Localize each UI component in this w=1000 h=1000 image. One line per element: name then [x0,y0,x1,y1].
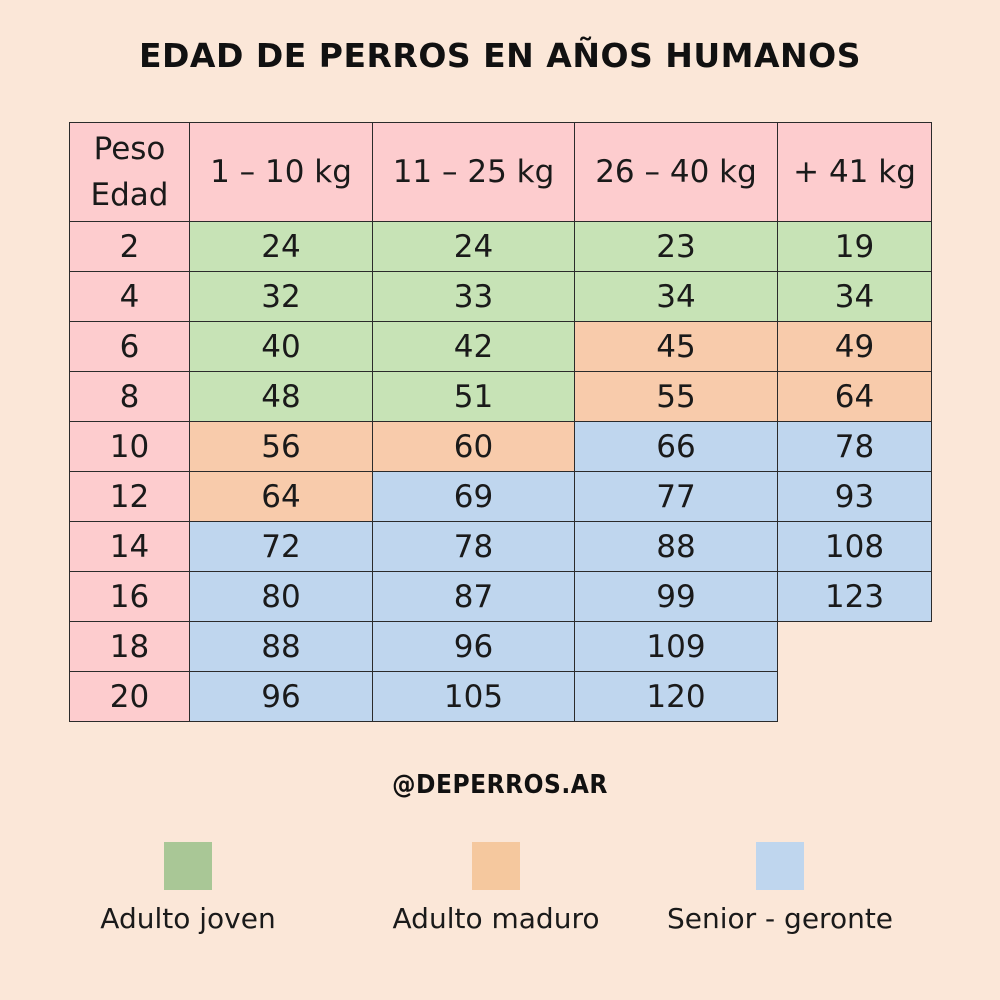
age-cell: 14 [69,521,190,572]
human-age-cell: 78 [777,421,932,472]
human-age-cell: 64 [777,371,932,422]
human-age-cell: 105 [372,671,575,722]
age-cell: 16 [69,571,190,622]
human-age-cell: 49 [777,321,932,372]
legend-swatch-blue [756,842,804,890]
human-age-cell: 19 [777,221,932,272]
human-age-cell: 23 [574,221,778,272]
human-age-cell: 78 [372,521,575,572]
age-cell: 10 [69,421,190,472]
age-cell: 2 [69,221,190,272]
age-header-label: Edad [90,177,169,213]
table-row: 2 24 24 23 19 [69,221,932,272]
human-age-cell: 45 [574,321,778,372]
human-age-cell: 96 [372,621,575,672]
column-header-41kg-plus: + 41 kg [777,122,932,222]
human-age-cell: 40 [189,321,373,372]
instagram-handle: @DEPERROS.AR [392,770,608,800]
legend-item-adulto-joven: Adulto joven [38,842,338,935]
age-cell: 4 [69,271,190,322]
human-age-cell: 55 [574,371,778,422]
dog-age-table: Peso Edad 1 – 10 kg 11 – 25 kg 26 – 40 k… [69,122,932,722]
human-age-cell: 96 [189,671,373,722]
table-row: 14 72 78 88 108 [69,521,932,572]
age-cell: 12 [69,471,190,522]
column-header-11-25kg: 11 – 25 kg [372,122,575,222]
human-age-cell: 109 [574,621,778,672]
legend-swatch-green [164,842,212,890]
human-age-cell: 108 [777,521,932,572]
human-age-cell: 24 [189,221,373,272]
legend-label: Senior - geronte [666,902,894,935]
column-header-1-10kg: 1 – 10 kg [189,122,373,222]
human-age-cell: 87 [372,571,575,622]
human-age-cell: 24 [372,221,575,272]
corner-header-cell: Peso Edad [69,122,190,222]
legend-label: Adulto maduro [392,902,600,935]
human-age-cell: 66 [574,421,778,472]
human-age-cell: 69 [372,471,575,522]
table-row: 16 80 87 99 123 [69,571,932,622]
table-row: 8 48 51 55 64 [69,371,932,422]
table-row: 18 88 96 109 [69,621,932,672]
human-age-cell: 33 [372,271,575,322]
human-age-cell: 80 [189,571,373,622]
human-age-cell: 32 [189,271,373,322]
age-cell: 6 [69,321,190,372]
column-header-26-40kg: 26 – 40 kg [574,122,778,222]
human-age-cell: 88 [189,621,373,672]
human-age-cell: 48 [189,371,373,422]
empty-cell [778,672,932,722]
human-age-cell: 120 [574,671,778,722]
human-age-cell: 56 [189,421,373,472]
human-age-cell: 42 [372,321,575,372]
human-age-cell: 51 [372,371,575,422]
page-title: EDAD DE PERROS EN AÑOS HUMANOS [139,36,861,75]
table-body: Peso Edad 1 – 10 kg 11 – 25 kg 26 – 40 k… [69,122,932,722]
table-row: 4 32 33 34 34 [69,271,932,322]
human-age-cell: 64 [189,471,373,522]
human-age-cell: 93 [777,471,932,522]
table-row: 20 96 105 120 [69,671,932,722]
age-cell: 8 [69,371,190,422]
human-age-cell: 99 [574,571,778,622]
human-age-cell: 88 [574,521,778,572]
age-cell: 18 [69,621,190,672]
table-row: 6 40 42 45 49 [69,321,932,372]
legend-label: Adulto joven [100,902,276,935]
table-header-row: Peso Edad 1 – 10 kg 11 – 25 kg 26 – 40 k… [69,122,932,222]
empty-cell [778,622,932,672]
human-age-cell: 60 [372,421,575,472]
human-age-cell: 72 [189,521,373,572]
legend-item-senior-geronte: Senior - geronte [630,842,930,935]
human-age-cell: 34 [574,271,778,322]
weight-header-label: Peso [93,131,166,167]
table-row: 10 56 60 66 78 [69,421,932,472]
human-age-cell: 123 [777,571,932,622]
legend-swatch-orange [472,842,520,890]
legend-item-adulto-maduro: Adulto maduro [346,842,646,935]
table-row: 12 64 69 77 93 [69,471,932,522]
human-age-cell: 77 [574,471,778,522]
human-age-cell: 34 [777,271,932,322]
age-cell: 20 [69,671,190,722]
